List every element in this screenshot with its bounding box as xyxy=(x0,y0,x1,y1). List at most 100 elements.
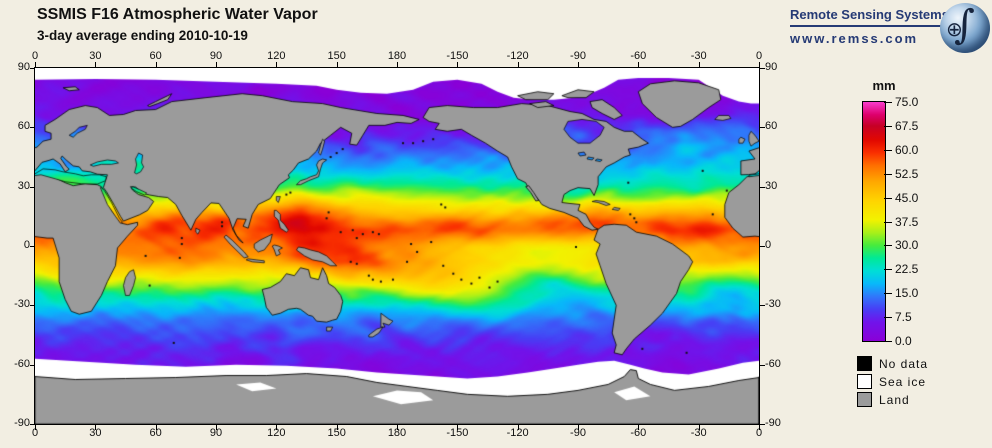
colorbar-tick-label: 22.5 xyxy=(895,262,919,277)
lon-tick-bottom xyxy=(216,425,217,430)
colorbar-tick xyxy=(884,317,892,319)
lon-label-bottom: -60 xyxy=(630,427,647,439)
lon-label-bottom: 120 xyxy=(267,427,286,439)
remss-underline xyxy=(790,25,948,27)
legend-row: Sea ice xyxy=(857,374,928,389)
lon-tick-bottom xyxy=(517,425,519,430)
lat-label-left: 90 xyxy=(17,61,30,73)
lat-tick-right xyxy=(760,68,765,69)
lon-label-bottom: -150 xyxy=(446,427,469,439)
lon-tick-bottom xyxy=(276,425,278,430)
lon-tick-top xyxy=(517,62,519,67)
remss-globe-logo-icon: ∫ ⊕ xyxy=(940,2,990,53)
lon-tick-bottom xyxy=(336,425,338,430)
lon-label-bottom: 0 xyxy=(755,427,763,439)
lon-tick-bottom xyxy=(95,425,97,430)
colorbar-unit-label: mm xyxy=(872,78,896,93)
lon-label-top: 0 xyxy=(755,50,763,62)
colorbar-tick-label: 7.5 xyxy=(895,310,912,325)
lon-tick-bottom xyxy=(578,425,579,430)
lon-tick-bottom xyxy=(397,425,398,430)
lon-label-top: 120 xyxy=(267,50,286,62)
lon-tick-top xyxy=(698,62,700,67)
lon-tick-top xyxy=(155,62,157,67)
lon-tick-bottom xyxy=(35,425,36,430)
lat-label-right: 0 xyxy=(765,239,772,251)
lat-label-left: 0 xyxy=(23,239,30,251)
lon-tick-bottom xyxy=(638,425,640,430)
lat-tick-left xyxy=(30,68,35,69)
legend-label: Land xyxy=(879,392,910,407)
lat-tick-right xyxy=(760,186,765,188)
colorbar xyxy=(862,101,886,342)
lat-tick-left xyxy=(30,305,35,307)
lon-label-top: 60 xyxy=(149,50,162,62)
lon-label-top: -60 xyxy=(630,50,647,62)
map-legend: No data Sea ice Land xyxy=(857,356,928,410)
lat-label-left: -30 xyxy=(14,298,30,311)
lon-tick-top xyxy=(336,62,338,67)
remss-branding: Remote Sensing Systems www.remss.com xyxy=(790,7,949,46)
lon-tick-top xyxy=(578,62,579,67)
lon-label-bottom: -120 xyxy=(506,427,529,439)
legend-swatch xyxy=(857,356,872,371)
lon-tick-bottom xyxy=(457,425,459,430)
colorbar-tick-label: 15.0 xyxy=(895,286,919,301)
remss-url-link[interactable]: www.remss.com xyxy=(790,31,919,46)
lat-tick-left xyxy=(30,127,35,129)
lon-label-bottom: 90 xyxy=(209,427,223,439)
colorbar-tick-label: 60.0 xyxy=(895,142,919,157)
lon-label-top: 150 xyxy=(327,50,346,62)
lon-label-top: -150 xyxy=(446,50,469,62)
lat-label-right: 90 xyxy=(765,61,778,73)
lon-label-top: -30 xyxy=(690,50,707,62)
lat-label-left: 30 xyxy=(17,179,30,192)
legend-swatch xyxy=(857,374,872,389)
lon-label-bottom: 0 xyxy=(31,427,39,439)
remss-name: Remote Sensing Systems xyxy=(790,7,949,22)
lon-tick-top xyxy=(638,62,640,67)
legend-label: Sea ice xyxy=(879,374,927,389)
lat-label-left: 60 xyxy=(17,120,30,133)
lat-label-right: -30 xyxy=(765,298,781,311)
legend-label: No data xyxy=(879,356,929,371)
lon-label-bottom: -30 xyxy=(690,427,707,439)
lon-tick-top xyxy=(276,62,278,67)
legend-swatch xyxy=(857,392,872,407)
lon-label-bottom: 150 xyxy=(327,427,346,439)
lon-label-bottom: 180 xyxy=(387,427,407,439)
lon-tick-bottom xyxy=(698,425,700,430)
oplus-glyph-icon: ⊕ xyxy=(946,19,963,41)
lon-label-bottom: 60 xyxy=(149,427,162,439)
lon-label-bottom: -90 xyxy=(570,427,586,439)
water-vapor-map xyxy=(34,67,760,425)
page-subtitle: 3-day average ending 2010-10-19 xyxy=(37,28,248,43)
lat-label-right: 30 xyxy=(765,179,778,192)
colorbar-tick xyxy=(884,269,892,271)
lon-tick-bottom xyxy=(759,425,760,430)
colorbar-tick xyxy=(884,197,892,199)
lat-tick-left xyxy=(30,246,35,247)
colorbar-tick xyxy=(884,341,892,342)
lon-label-top: -90 xyxy=(570,50,586,62)
colorbar-tick xyxy=(884,245,892,247)
lat-label-right: -90 xyxy=(765,417,781,429)
lon-tick-top xyxy=(95,62,97,67)
colorbar-tick xyxy=(884,102,892,103)
lon-label-bottom: 30 xyxy=(89,427,102,439)
lon-tick-top xyxy=(216,62,217,67)
colorbar-tick-label: 37.5 xyxy=(895,214,919,229)
colorbar-tick-label: 45.0 xyxy=(895,190,919,205)
colorbar-tick xyxy=(884,149,892,151)
colorbar-tick-label: 30.0 xyxy=(895,238,919,253)
lat-label-left: -60 xyxy=(14,357,30,370)
lat-label-left: -90 xyxy=(14,417,30,429)
integral-glyph-icon: ∫ xyxy=(954,2,975,48)
lon-label-top: 0 xyxy=(31,50,39,62)
legend-row: No data xyxy=(857,356,928,371)
lat-tick-right xyxy=(760,127,765,129)
colorbar-tick-label: 67.5 xyxy=(895,118,919,133)
lat-tick-right xyxy=(760,424,765,425)
lon-tick-top xyxy=(759,62,760,67)
colorbar-tick xyxy=(884,221,892,223)
